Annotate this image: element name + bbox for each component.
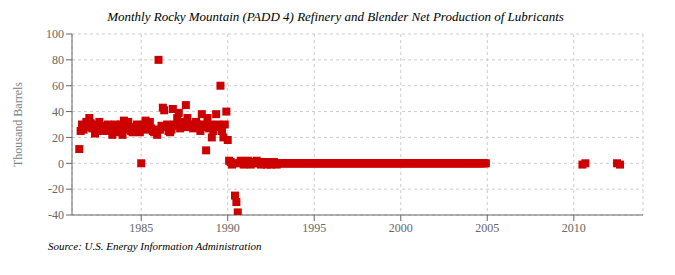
svg-text:Thousand Barrels: Thousand Barrels [11,82,25,167]
svg-text:2000: 2000 [389,221,413,235]
svg-text:1985: 1985 [129,221,153,235]
svg-text:20: 20 [52,131,64,145]
svg-text:1990: 1990 [216,221,240,235]
svg-text:60: 60 [52,79,64,93]
svg-text:2010: 2010 [562,221,586,235]
svg-text:80: 80 [52,53,64,67]
svg-text:2005: 2005 [475,221,499,235]
html-text:Source: U.S. Energy Informatio: Source: U.S. Energy Information Administ… [48,240,262,252]
svg-text:-40: -40 [48,208,64,222]
html-text:Monthly Rocky Mountain (PADD 4: Monthly Rocky Mountain (PADD 4) Refinery… [107,9,564,24]
svg-text:1995: 1995 [302,221,326,235]
svg-text:40: 40 [52,105,64,119]
svg-text:-20: -20 [48,182,64,196]
svg-text:0: 0 [58,157,64,171]
svg-text:100: 100 [46,27,64,41]
